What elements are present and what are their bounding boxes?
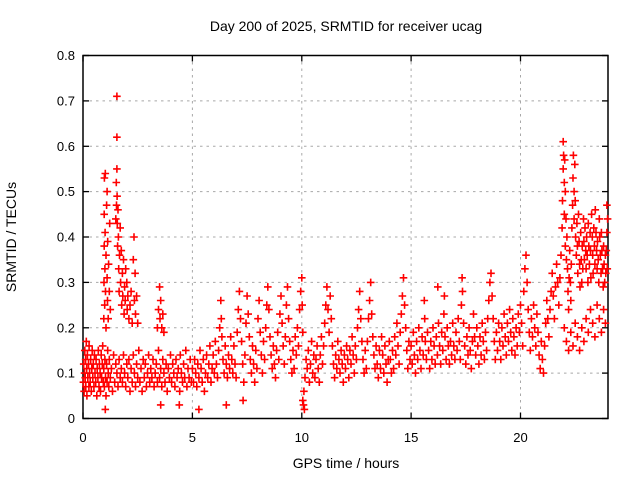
- x-tick-label: 10: [295, 430, 309, 445]
- x-tick-label: 0: [79, 430, 86, 445]
- y-tick-label: 0: [68, 411, 75, 426]
- y-tick-label: 0.7: [57, 93, 75, 108]
- x-tick-label: 5: [189, 430, 196, 445]
- x-tick-labels: 0 5 10 15 20: [79, 430, 527, 445]
- chart-title: Day 200 of 2025, SRMTID for receiver uca…: [210, 18, 482, 34]
- grid-lines: [83, 55, 608, 419]
- x-tick-label: 20: [513, 430, 527, 445]
- y-tick-label: 0.8: [57, 48, 75, 63]
- y-tick-label: 0.1: [57, 366, 75, 381]
- y-tick-label: 0.2: [57, 320, 75, 335]
- y-tick-label: 0.4: [57, 230, 75, 245]
- x-tick-label: 15: [404, 430, 418, 445]
- y-tick-label: 0.3: [57, 275, 75, 290]
- y-axis-label: SRMTID / TECUs: [3, 182, 19, 292]
- y-tick-labels: 0 0.1 0.2 0.3 0.4 0.5 0.6 0.7 0.8: [57, 48, 75, 426]
- x-axis-label: GPS time / hours: [293, 455, 400, 471]
- y-tick-label: 0.5: [57, 184, 75, 199]
- y-tick-label: 0.6: [57, 139, 75, 154]
- scatter-points: [79, 92, 612, 414]
